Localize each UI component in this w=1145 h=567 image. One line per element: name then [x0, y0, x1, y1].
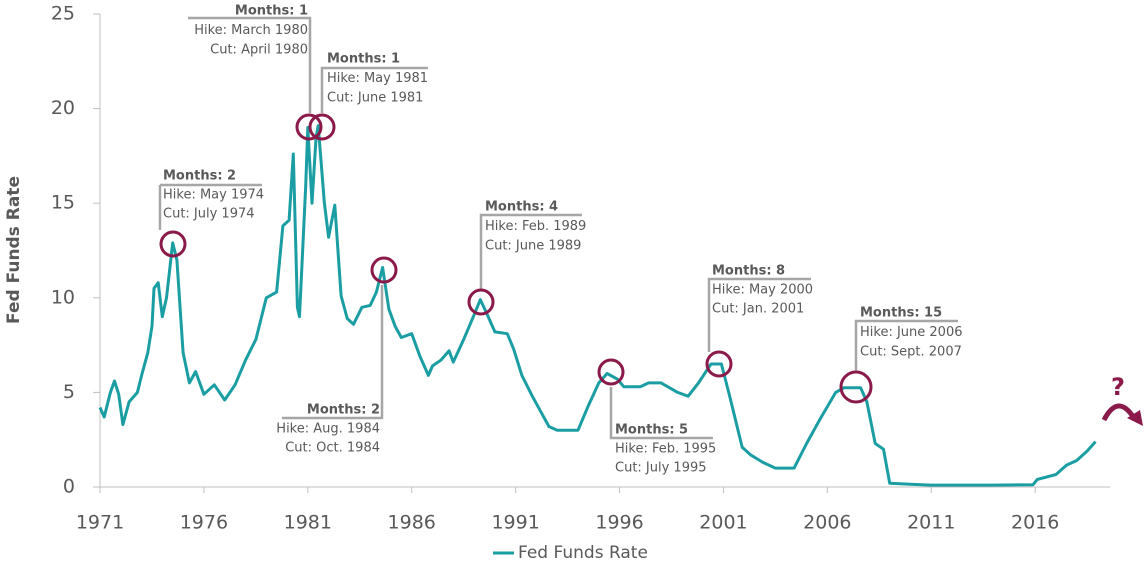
x-tick-label: 1971 — [76, 512, 124, 534]
annotation-cut: Cut: Oct. 1984 — [285, 441, 380, 456]
annotation-bracket — [707, 277, 811, 352]
annotation-months: Months: 2 — [307, 403, 380, 418]
annotation-cut: Cut: April 1980 — [210, 43, 308, 58]
annotation-bracket — [282, 285, 384, 420]
annotation-cut: Cut: July 1974 — [163, 207, 255, 222]
arrow-head — [1127, 410, 1143, 426]
annotation-cut: Cut: Sept. 2007 — [860, 345, 962, 360]
y-tick-label: 15 — [51, 192, 75, 214]
annotation-cut: Cut: June 1981 — [327, 91, 423, 106]
x-tick-label: 1996 — [595, 512, 643, 534]
annotation-hike: Hike: May 2000 — [712, 283, 813, 298]
x-tick-label: 1986 — [388, 512, 436, 534]
annotation-hike: Hike: May 1981 — [327, 71, 428, 86]
x-tick-label: 2011 — [907, 512, 955, 534]
x-tick-label: 1991 — [491, 512, 539, 534]
annotation-cut: Cut: Jan. 2001 — [712, 302, 804, 317]
question-mark: ? — [1111, 373, 1125, 401]
peak-circle — [159, 230, 187, 258]
peak-circle — [308, 113, 336, 141]
y-axis-label: Fed Funds Rate — [4, 176, 24, 324]
peak-circle — [370, 256, 398, 284]
annotation-hike: Hike: Feb. 1989 — [485, 219, 586, 234]
annotation-months: Months: 8 — [712, 264, 785, 279]
y-tick-label: 5 — [63, 381, 75, 403]
annotation-months: Months: 1 — [327, 52, 400, 67]
annotation-cut: Cut: July 1995 — [615, 461, 707, 476]
annotation-months: Months: 1 — [235, 4, 308, 19]
peak-circle — [295, 113, 323, 141]
y-tick-label: 25 — [51, 3, 75, 25]
legend-label: Fed Funds Rate — [518, 543, 648, 563]
annotation-months: Months: 15 — [860, 306, 942, 321]
annotation-bracket — [854, 319, 958, 372]
peak-circle — [705, 350, 733, 378]
arrow — [1101, 403, 1137, 422]
annotation-cut: Cut: June 1989 — [485, 239, 581, 254]
peak-circle — [839, 370, 873, 404]
annotation-bracket — [188, 16, 312, 113]
x-tick-label: 1981 — [284, 512, 332, 534]
x-tick-label: 2006 — [803, 512, 851, 534]
peak-circle — [467, 288, 495, 316]
y-tick-label: 20 — [51, 97, 75, 119]
peak-circle — [597, 358, 625, 386]
x-tick-label: 1976 — [180, 512, 228, 534]
x-tick-label: 2001 — [699, 512, 747, 534]
annotation-hike: Hike: June 2006 — [860, 325, 963, 340]
annotation-hike: Hike: Feb. 1995 — [615, 442, 716, 457]
annotation-bracket — [479, 213, 582, 289]
annotation-hike: Hike: May 1974 — [163, 188, 264, 203]
x-tick-label: 2016 — [1011, 512, 1059, 534]
annotation-hike: Hike: March 1980 — [194, 23, 308, 38]
annotation-months: Months: 2 — [163, 169, 236, 184]
annotation-bracket — [320, 66, 428, 113]
annotation-hike: Hike: Aug. 1984 — [276, 422, 380, 437]
data-line — [98, 124, 1097, 487]
annotation-months: Months: 5 — [615, 423, 688, 438]
y-tick-label: 0 — [63, 476, 75, 498]
annotation-bracket — [609, 387, 713, 440]
annotation-months: Months: 4 — [485, 200, 558, 215]
y-tick-label: 10 — [51, 286, 75, 308]
